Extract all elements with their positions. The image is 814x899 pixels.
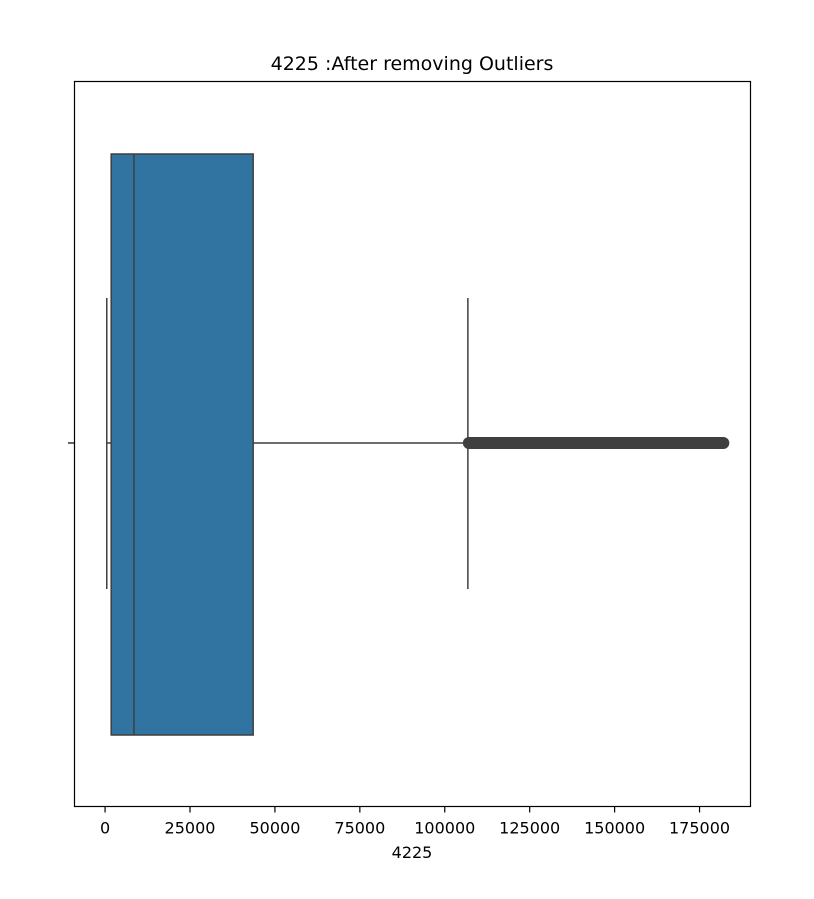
x-tick-label: 75000: [334, 819, 385, 838]
x-tick-label: 25000: [165, 819, 216, 838]
x-tick-label: 50000: [249, 819, 300, 838]
x-axis-label: 4225: [392, 843, 433, 862]
x-axis-ticks: 0 25000 50000 75000 100000 125000 150000 175000: [100, 806, 730, 838]
x-tick-label: 125000: [499, 819, 560, 838]
x-tick-label: 0: [100, 819, 110, 838]
iqr-box: [110, 153, 254, 736]
x-tick-label: 100000: [414, 819, 475, 838]
chart-title: 4225 :After removing Outliers: [271, 53, 554, 75]
plot-area: [106, 153, 730, 736]
plot-frame: [73, 80, 752, 808]
x-tick-label: 150000: [584, 819, 645, 838]
x-tick-label: 175000: [669, 819, 730, 838]
